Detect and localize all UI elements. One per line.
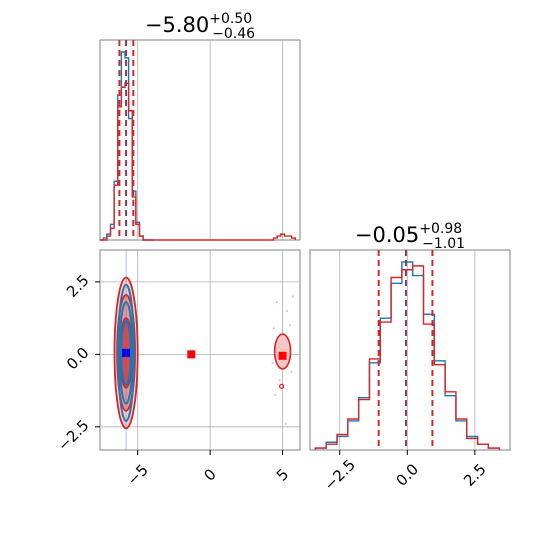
sample-point [272,327,275,330]
sample-point [288,324,291,327]
y-tick-label: −2.5 [54,416,92,454]
panel-hist-x: −5.80+0.50 −0.46 [99,11,301,241]
title-lower-error: −0.46 [212,26,255,42]
red-marker [187,350,196,359]
sample-point [278,379,281,382]
red-contour-island [279,383,285,389]
title-value: −5.80 [145,13,209,37]
y-tick-label: 0.0 [63,344,93,374]
panel-title: −0.05+0.98 −1.01 [355,221,465,252]
title-value: −0.05 [355,223,419,247]
title-upper-error: +0.50 [209,11,252,27]
quantile-lines [377,250,434,450]
red-contour-island [273,333,292,370]
x-tick-labels: −2.5 0.0 2.5 [320,450,490,494]
x-tick-label: −5 [123,461,151,489]
x-tick-label: −2.5 [320,456,358,494]
histogram-series [314,261,500,450]
panel-title: −5.80+0.50 −0.46 [145,11,255,42]
grid [339,250,476,450]
grid [137,40,284,240]
panel-scatter-xy: −5 0 5 −2.5 0.0 2.5 [54,249,301,489]
sample-point [275,301,278,304]
quantile-lines [118,40,135,240]
histogram-step [99,82,296,241]
x-tick-label: 5 [273,465,292,484]
title-upper-error: +0.98 [419,221,462,237]
panel-frame [309,249,511,451]
sample-point [271,362,274,365]
markers [122,250,287,450]
sample-point [285,309,288,312]
y-tick-label: 2.5 [63,271,93,301]
x-tick-label: 2.5 [460,460,490,490]
title-lower-error: −1.01 [422,236,465,252]
x-tick-labels: −5 0 5 [123,450,292,489]
x-tick-label: 0.0 [392,460,422,490]
sample-point [284,422,287,425]
panel-frame [99,39,301,241]
x-tick-label: 0 [200,465,219,484]
panel-hist-y: −2.5 0.0 2.5 −0.05+0.98 −1.01 [309,221,511,494]
sample-point [274,393,277,396]
sample-point [291,295,294,298]
y-tick-labels: −2.5 0.0 2.5 [54,271,100,455]
sample-point [290,370,293,373]
red-marker [278,351,287,360]
